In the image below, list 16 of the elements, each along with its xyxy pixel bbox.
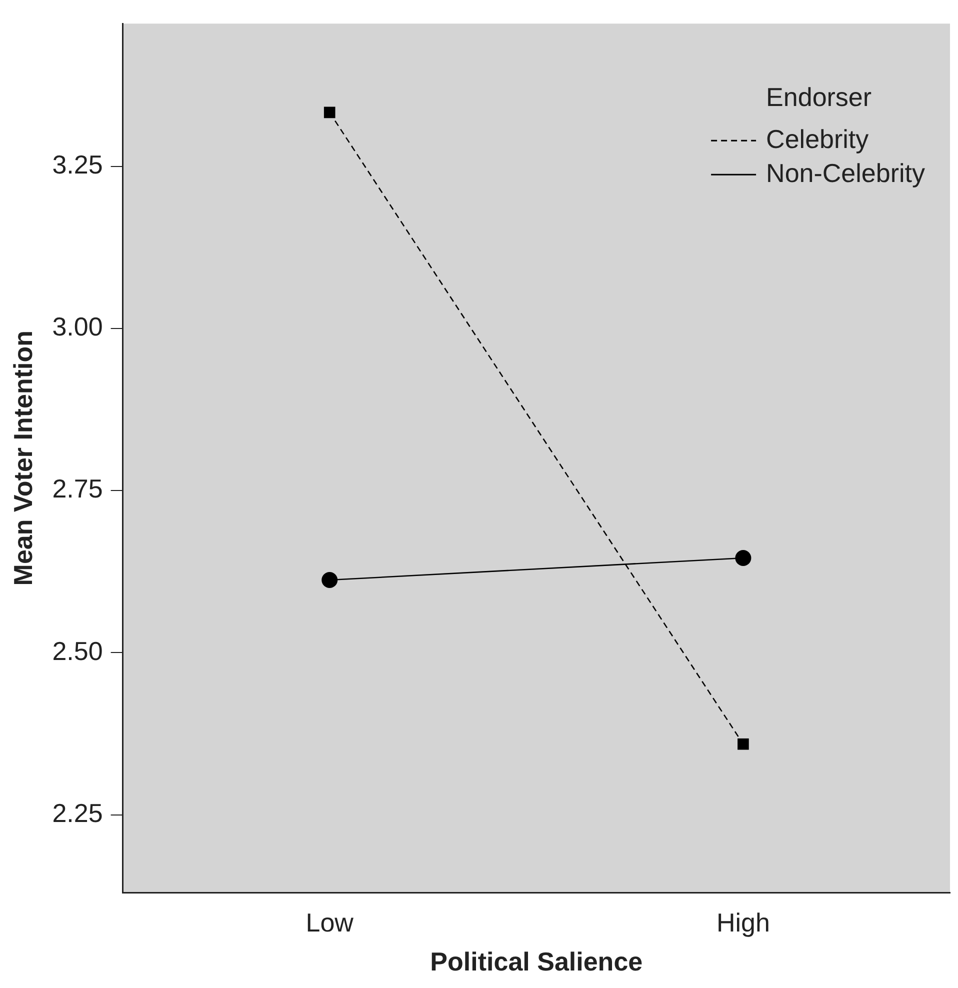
point xyxy=(322,572,338,588)
y-tick-label: 2.50 xyxy=(52,636,103,666)
y-tick-label: 2.75 xyxy=(52,474,103,504)
y-tick-label: 3.00 xyxy=(52,312,103,342)
point xyxy=(324,106,336,118)
x-tick-label: Low xyxy=(306,907,354,938)
legend-label: Non-Celebrity xyxy=(766,158,926,188)
y-tick-label: 2.25 xyxy=(52,798,103,828)
point xyxy=(738,738,749,750)
y-tick-label: 3.25 xyxy=(52,149,103,180)
x-axis-title: Political Salience xyxy=(430,946,643,977)
legend-label: Celebrity xyxy=(766,124,869,154)
point xyxy=(735,550,752,566)
legend-title: Endorser xyxy=(766,82,872,112)
y-axis-title: Mean Voter Intention xyxy=(8,330,38,586)
x-tick-label: High xyxy=(716,907,770,938)
